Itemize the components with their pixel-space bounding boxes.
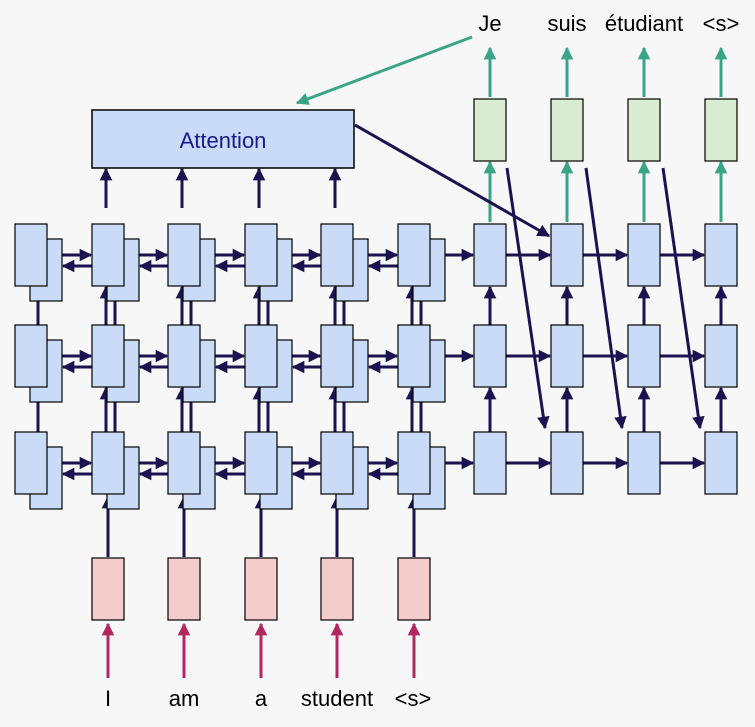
source-word: am [169, 686, 200, 711]
output-box [627, 98, 661, 162]
attention-rect [91, 109, 355, 169]
encoder-forward-cell [397, 324, 431, 388]
attention-box: Attention [91, 109, 355, 169]
encoder-forward-cell [167, 431, 201, 495]
attention-to-decoder-arrow [354, 123, 551, 238]
feed-back-arrow [505, 167, 550, 430]
encoder-forward-cell [91, 324, 125, 388]
decoder-cell [627, 324, 661, 388]
decoder-cell [473, 324, 507, 388]
input-embedding-box [244, 557, 278, 621]
output-box [473, 98, 507, 162]
encoder-forward-cell [91, 431, 125, 495]
feed-back-arrow [584, 167, 627, 430]
encoder-forward-cell [244, 431, 278, 495]
encoder-forward-cell [320, 431, 354, 495]
word-to-attention-arrow [295, 35, 473, 105]
overlay-arrows-layer [295, 35, 705, 430]
cells-layer [14, 98, 738, 621]
decoder-cell [704, 223, 738, 287]
source-word: I [105, 686, 111, 711]
target-word: <s> [703, 11, 740, 36]
source-word: student [301, 686, 373, 711]
connections-layer [31, 46, 728, 678]
input-embedding-box [167, 557, 201, 621]
decoder-cell [704, 431, 738, 495]
encoder-forward-cell [91, 223, 125, 287]
input-embedding-box [91, 557, 125, 621]
encoder-forward-cell [397, 431, 431, 495]
encoder-forward-cell [14, 324, 48, 388]
decoder-cell [627, 223, 661, 287]
decoder-cell [704, 324, 738, 388]
output-box [704, 98, 738, 162]
target-word: Je [478, 11, 501, 36]
feed-back-arrow [661, 167, 705, 430]
encoder-forward-cell [167, 223, 201, 287]
encoder-forward-cell [244, 324, 278, 388]
encoder-forward-cell [244, 223, 278, 287]
decoder-cell [550, 324, 584, 388]
target-word: étudiant [605, 11, 683, 36]
decoder-cell [627, 431, 661, 495]
decoder-cell [550, 431, 584, 495]
input-embedding-box [320, 557, 354, 621]
decoder-cell [473, 431, 507, 495]
decoder-cell [550, 223, 584, 287]
encoder-forward-cell [320, 223, 354, 287]
attention-label: Attention [180, 128, 267, 153]
decoder-cell [473, 223, 507, 287]
input-embedding-box [397, 557, 431, 621]
encoder-forward-cell [14, 223, 48, 287]
encoder-forward-cell [14, 431, 48, 495]
source-word: a [255, 686, 268, 711]
encoder-forward-cell [320, 324, 354, 388]
encoder-forward-cell [397, 223, 431, 287]
target-word: suis [547, 11, 586, 36]
output-box [550, 98, 584, 162]
source-word: <s> [395, 686, 432, 711]
encoder-forward-cell [167, 324, 201, 388]
